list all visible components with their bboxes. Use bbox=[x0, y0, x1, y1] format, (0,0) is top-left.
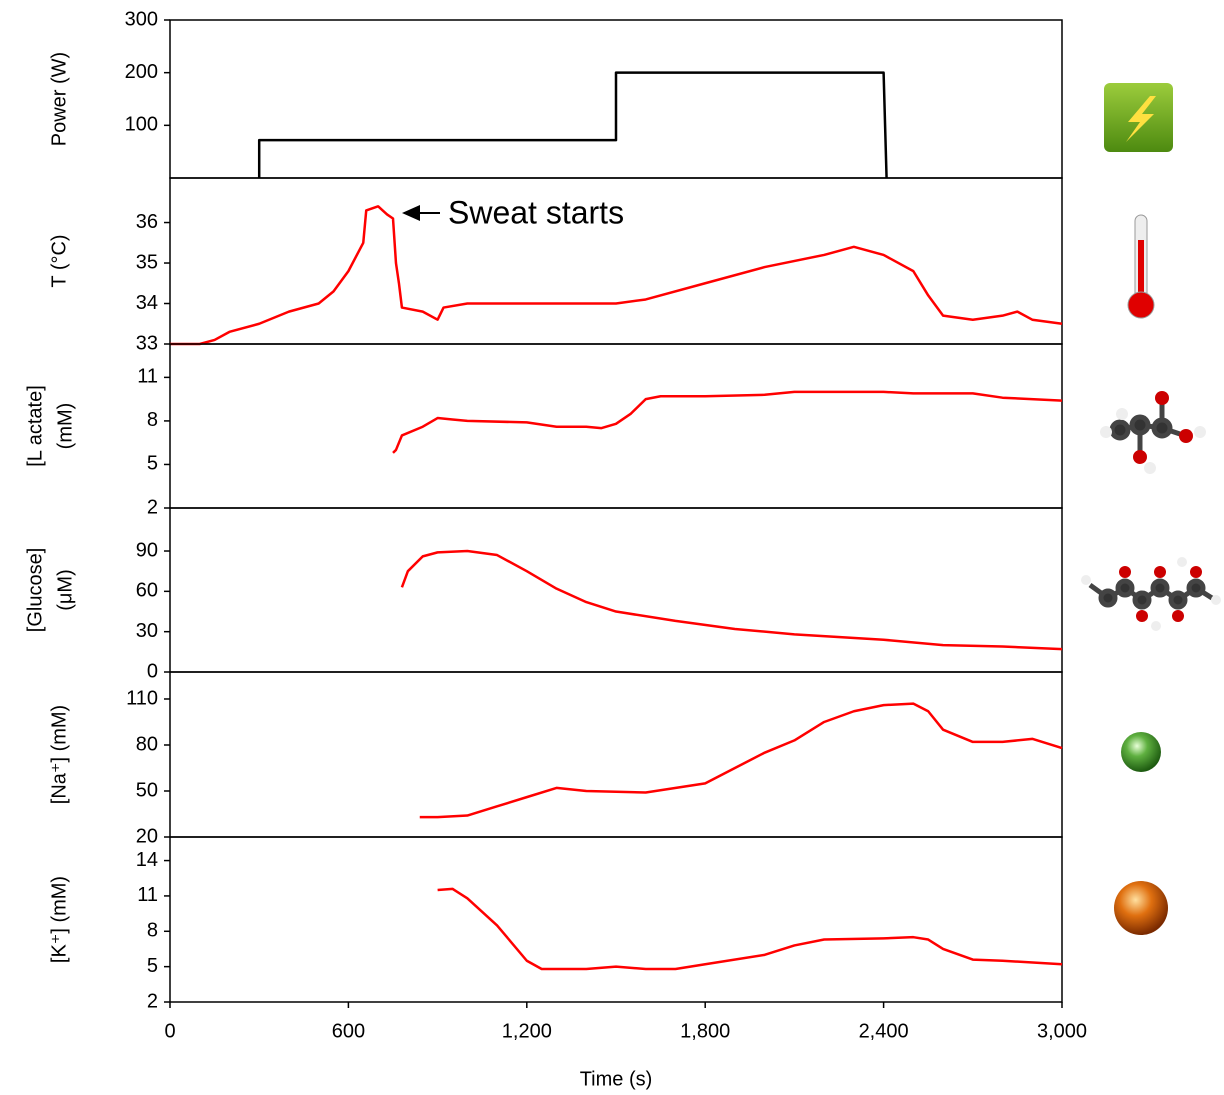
y-tick-label: 36 bbox=[136, 211, 158, 233]
series-line bbox=[257, 71, 888, 179]
annotation: Sweat starts bbox=[448, 194, 624, 230]
y-axis-title: (mM) bbox=[54, 403, 76, 450]
y-tick-label: 34 bbox=[136, 292, 158, 314]
y-axis-title: [Na⁺] (mM) bbox=[48, 705, 70, 804]
y-tick-label: 33 bbox=[136, 332, 158, 354]
y-tick-label: 50 bbox=[136, 779, 158, 801]
x-tick-label: 3,000 bbox=[1037, 1020, 1087, 1042]
series-line bbox=[419, 702, 1063, 819]
series-line bbox=[400, 549, 1063, 651]
lactate-molecule bbox=[1100, 391, 1206, 474]
y-tick-label: 2 bbox=[147, 496, 158, 518]
potassium-icon bbox=[1114, 881, 1168, 935]
y-tick-label: 8 bbox=[147, 920, 158, 942]
y-axis-title: Power (W) bbox=[48, 52, 70, 146]
y-axis-title: T (°C) bbox=[48, 234, 70, 287]
y-tick-label: 200 bbox=[125, 61, 158, 83]
y-tick-label: 80 bbox=[136, 733, 158, 755]
y-tick-label: 11 bbox=[137, 366, 158, 388]
x-tick-label: 0 bbox=[164, 1020, 175, 1042]
y-tick-label: 11 bbox=[137, 884, 158, 906]
bolt bbox=[1126, 96, 1156, 142]
thermometer-fill bbox=[1138, 240, 1144, 306]
x-tick-label: 600 bbox=[332, 1020, 365, 1042]
x-tick-label: 2,400 bbox=[859, 1020, 909, 1042]
series-line bbox=[170, 205, 1063, 346]
panel-frame bbox=[169, 671, 1063, 838]
y-tick-label: 8 bbox=[147, 409, 158, 431]
series-line bbox=[437, 887, 1063, 971]
y-tick-label: 0 bbox=[147, 660, 158, 682]
panel-frame bbox=[169, 507, 1063, 673]
x-tick-label: 1,800 bbox=[680, 1020, 730, 1042]
y-tick-label: 30 bbox=[136, 620, 158, 642]
thermometer-bulb bbox=[1127, 291, 1155, 319]
panel-frame bbox=[169, 343, 1063, 509]
y-tick-label: 5 bbox=[147, 453, 158, 475]
sodium-icon bbox=[1121, 732, 1161, 772]
y-tick-label: 20 bbox=[136, 825, 158, 847]
y-tick-label: 60 bbox=[136, 580, 158, 602]
y-tick-label: 2 bbox=[147, 990, 158, 1012]
y-axis-title: [Glucose] bbox=[24, 548, 46, 632]
y-tick-label: 100 bbox=[125, 114, 158, 136]
x-tick-label: 1,200 bbox=[502, 1020, 552, 1042]
y-tick-label: 300 bbox=[125, 8, 158, 30]
series-line bbox=[392, 390, 1063, 454]
y-tick-label: 14 bbox=[136, 849, 158, 871]
y-axis-title: [K⁺] (mM) bbox=[48, 876, 70, 963]
y-tick-label: 90 bbox=[136, 539, 158, 561]
y-axis-title: [L actate] bbox=[24, 385, 46, 467]
y-axis-title: (μM) bbox=[54, 569, 76, 611]
y-tick-label: 35 bbox=[136, 251, 158, 273]
icons bbox=[1081, 83, 1221, 935]
glucose-molecule bbox=[1081, 557, 1221, 631]
y-tick-label: 110 bbox=[126, 687, 158, 709]
y-tick-label: 5 bbox=[147, 955, 158, 977]
panel-frame bbox=[169, 836, 1063, 1003]
x-axis-title: Time (s) bbox=[580, 1068, 653, 1090]
